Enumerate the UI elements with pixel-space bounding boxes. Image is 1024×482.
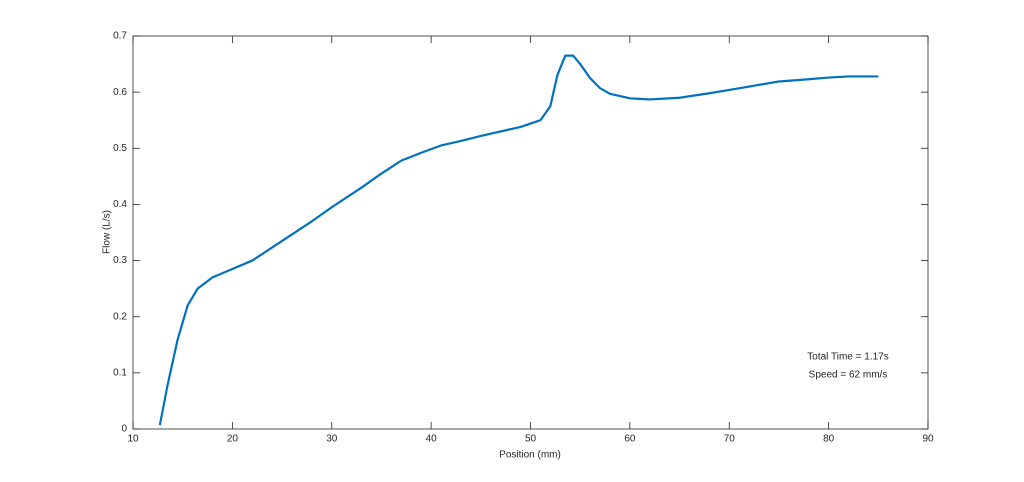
y-tick-label: 0.2 [113, 311, 127, 322]
x-tick-label: 30 [326, 434, 338, 445]
y-tick-label: 0.5 [113, 143, 127, 154]
x-tick-label: 20 [227, 434, 239, 445]
x-tick-label: 10 [127, 434, 139, 445]
x-tick-label: 80 [823, 434, 835, 445]
x-tick-label: 90 [922, 434, 934, 445]
y-tick-label: 0.4 [113, 199, 127, 210]
x-axis-label: Position (mm) [499, 450, 561, 461]
annotation: Speed = 62 mm/s [809, 370, 888, 381]
x-tick-label: 70 [724, 434, 736, 445]
y-tick-label: 0.6 [113, 87, 127, 98]
data-line [158, 54, 879, 426]
x-tick-label: 60 [624, 434, 636, 445]
y-tick-label: 0.7 [113, 31, 127, 42]
annotation: Total Time = 1.17s [807, 352, 888, 363]
x-tick-label: 50 [525, 434, 537, 445]
y-tick-label: 0 [121, 424, 127, 435]
y-tick-label: 0.1 [113, 367, 127, 378]
x-tick-label: 40 [426, 434, 438, 445]
y-axis-label: Flow (L/s) [102, 210, 113, 254]
y-tick-label: 0.3 [113, 255, 127, 266]
